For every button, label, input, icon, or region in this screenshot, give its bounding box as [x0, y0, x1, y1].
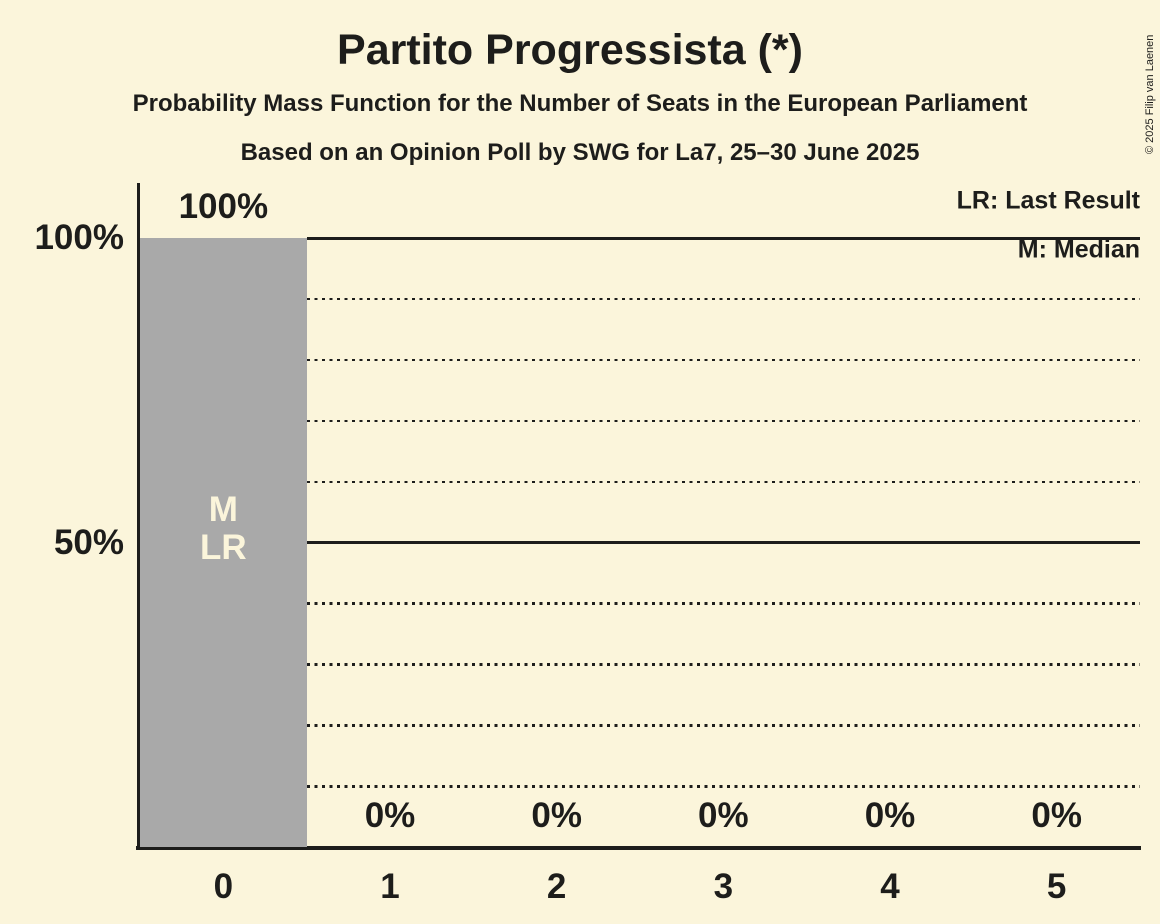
- gridline-dotted-60: [306, 480, 1140, 484]
- bar-value-label-2: 0%: [531, 796, 582, 835]
- bar-marker-line: LR: [200, 527, 247, 567]
- x-tick-label-2: 2: [546, 867, 567, 906]
- gridline-dotted-40: [306, 602, 1140, 605]
- legend-last-result: LR: Last Result: [956, 186, 1140, 215]
- y-axis: [137, 183, 140, 849]
- x-tick-label-0: 0: [213, 867, 234, 906]
- legend-median: M: Median: [1017, 235, 1140, 264]
- bar-value-label-3: 0%: [698, 796, 749, 835]
- bar-value-label-1: 0%: [364, 796, 416, 835]
- bar-marker-line: M: [208, 489, 238, 529]
- gridline-dotted-90: [306, 297, 1140, 301]
- x-axis: [136, 846, 1141, 850]
- gridline-dotted-80: [306, 358, 1140, 362]
- gridline-solid-100: [306, 236, 1140, 240]
- gridline-dotted-20: [306, 724, 1140, 727]
- x-tick-label-1: 1: [380, 867, 400, 906]
- gridline-dotted-70: [306, 419, 1140, 423]
- y-tick-label-50: 50%: [53, 522, 124, 562]
- chart-title: Partito Progressista (*): [337, 26, 803, 74]
- x-tick-label-5: 5: [1046, 867, 1067, 906]
- bar-marker-labels-0: M LR: [200, 489, 247, 567]
- x-tick-label-4: 4: [880, 867, 900, 906]
- chart-subtitle: Probability Mass Function for the Number…: [132, 90, 1028, 117]
- copyright-notice: © 2025 Filip van Laenen: [1144, 34, 1156, 154]
- bar-seats-0: [140, 238, 307, 847]
- gridline-solid-50: [306, 541, 1140, 544]
- x-tick-label-3: 3: [713, 867, 734, 906]
- y-tick-label-100: 100%: [34, 218, 124, 257]
- chart-source-line: Based on an Opinion Poll by SWG for La7,…: [240, 139, 920, 166]
- bar-value-label-0: 100%: [178, 187, 269, 226]
- gridline-dotted-10: [306, 785, 1140, 788]
- bar-value-label-5: 0%: [1031, 796, 1082, 835]
- bar-value-label-4: 0%: [864, 796, 916, 835]
- gridline-dotted-30: [306, 663, 1140, 666]
